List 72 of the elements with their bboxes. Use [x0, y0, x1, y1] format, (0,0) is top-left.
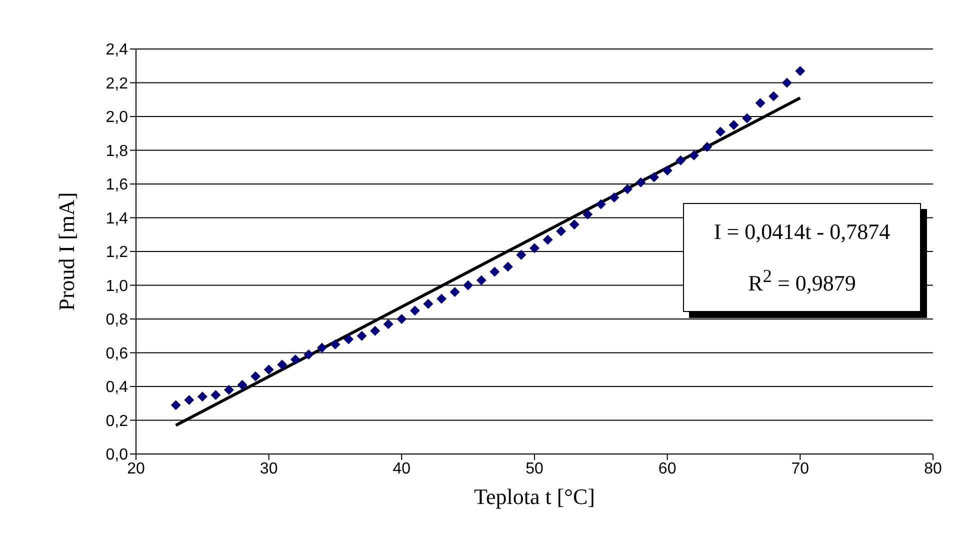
point — [170, 400, 181, 410]
point — [755, 98, 766, 108]
point — [542, 234, 553, 245]
point — [423, 298, 434, 309]
point — [224, 384, 234, 395]
point — [290, 354, 300, 364]
x-tick-label: 80 — [924, 460, 942, 478]
point — [742, 113, 752, 124]
point — [184, 395, 194, 405]
point — [210, 390, 221, 400]
x-tick-label: 50 — [526, 460, 544, 478]
y-tick-label: 0,2 — [106, 412, 128, 430]
point — [264, 364, 274, 375]
point — [250, 371, 261, 382]
point — [649, 172, 660, 182]
x-tick-label: 30 — [260, 460, 278, 478]
x-tick-label: 70 — [791, 460, 810, 478]
point — [782, 78, 792, 88]
y-tick-label: 2,2 — [106, 75, 128, 92]
point — [197, 392, 208, 402]
point — [356, 330, 367, 341]
point — [304, 349, 314, 360]
point — [410, 306, 420, 316]
y-tick-label: 0,0 — [106, 446, 128, 464]
point — [450, 287, 460, 297]
y-tick-label: 2,4 — [106, 42, 128, 59]
point — [688, 150, 699, 160]
y-tick-label: 1,8 — [106, 142, 128, 160]
point — [609, 192, 620, 202]
x-axis-title: Teplota t [°C] — [474, 484, 595, 509]
point — [436, 294, 447, 304]
x-tick-label: 60 — [658, 460, 676, 478]
point — [490, 266, 500, 277]
point — [344, 334, 354, 344]
point — [596, 199, 606, 210]
y-tick-label: 2,0 — [106, 109, 128, 126]
point — [569, 220, 580, 230]
point — [636, 177, 646, 188]
point — [316, 342, 327, 353]
point — [516, 250, 526, 260]
point — [476, 275, 486, 286]
point — [556, 226, 566, 236]
point — [582, 209, 593, 220]
point — [370, 326, 380, 336]
point — [702, 142, 712, 152]
point — [277, 360, 288, 370]
annotation: I = 0,0414t - 0,7874 — [712, 218, 892, 246]
point — [530, 243, 540, 254]
y-tick-label: 0,4 — [106, 379, 128, 396]
x-tick-label: 20 — [127, 460, 145, 478]
y-tick-label: 0,8 — [106, 312, 128, 329]
point — [768, 91, 779, 102]
y-tick-label: 1,4 — [106, 210, 128, 228]
y-tick-label: 1,0 — [106, 278, 128, 295]
y-tick-label: 1,6 — [106, 176, 128, 194]
point — [502, 262, 513, 272]
point — [396, 314, 407, 324]
point — [676, 155, 686, 166]
point — [795, 66, 806, 76]
y-axis-title: Proud I [mA] — [54, 192, 79, 311]
point — [463, 280, 474, 290]
annotation: R$^{2}$ = 0,9879 — [747, 265, 857, 298]
point — [715, 126, 726, 137]
point — [237, 380, 248, 390]
y-tick-label: 1,2 — [106, 244, 128, 262]
x-tick-label: 40 — [392, 460, 411, 478]
point — [622, 184, 632, 194]
point — [662, 166, 672, 176]
y-tick-label: 0,6 — [106, 345, 128, 362]
point — [383, 319, 394, 330]
point — [330, 339, 340, 350]
point — [728, 120, 739, 130]
